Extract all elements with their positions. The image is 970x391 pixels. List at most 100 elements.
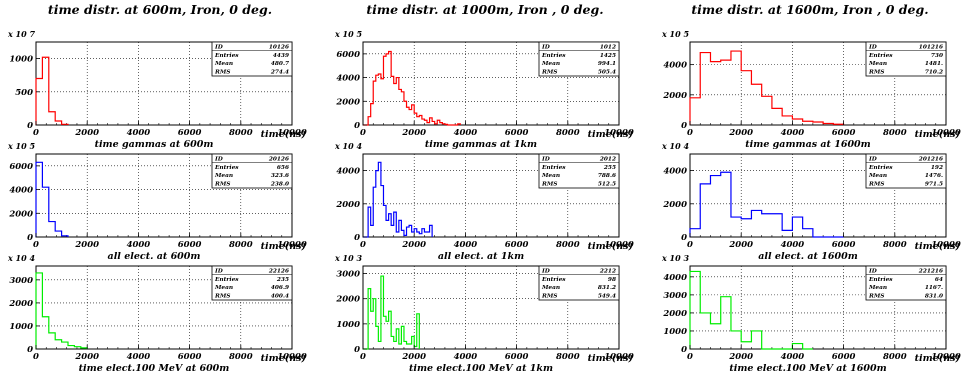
y-exponent-label: x 10 3 (334, 253, 362, 263)
stats-key-mean: Mean (868, 285, 887, 291)
stats-key-mean: Mean (214, 61, 233, 67)
stats-value-mean: 1481. (925, 61, 943, 67)
x-unit-label: time(ns) (588, 241, 633, 252)
stats-value-rms: 971.5 (925, 181, 943, 187)
x-axis-label: all elect. at 1600m (758, 251, 858, 262)
stats-key-mean: Mean (541, 285, 560, 291)
stats-key-rms: RMS (868, 69, 884, 75)
x-tick-label: 6000 (505, 352, 529, 362)
stats-key-rms: RMS (541, 69, 557, 75)
x-tick-label: 2000 (74, 352, 99, 362)
y-tick-label: 2000 (8, 299, 33, 309)
stats-key-rms: RMS (868, 293, 884, 299)
stats-value-id: 2212 (599, 269, 616, 275)
x-tick-label: 4000 (454, 128, 478, 138)
y-exponent-label: x 10 3 (661, 253, 689, 263)
stats-key-id: ID (541, 269, 550, 275)
histogram-panel-0: 0 2000 4000 6000 8000 10000 0 500 1000 x 10 7 time… (7, 29, 307, 150)
stats-value-rms: 512.5 (598, 181, 616, 187)
y-tick-label: 0 (27, 345, 33, 355)
stats-value-id: 2012 (599, 157, 616, 163)
x-tick-label: 2000 (728, 240, 753, 250)
x-tick-label: 4000 (781, 128, 805, 138)
x-tick-label: 2000 (74, 240, 99, 250)
y-tick-label: 2000 (662, 200, 687, 210)
histogram-panel-6: 0 2000 4000 6000 8000 10000 0 1000 2000 3000 x 10 … (7, 253, 307, 374)
x-axis-label: all elect. at 1km (438, 251, 524, 262)
y-tick-label: 0 (27, 233, 33, 243)
histogram-series (35, 161, 69, 237)
stats-value-rms: 238.0 (270, 181, 289, 187)
histogram-series (363, 275, 420, 350)
histogram-series (689, 50, 845, 125)
x-tick-label: 2000 (728, 128, 753, 138)
x-axis-label: time elect.100 MeV at 1km (409, 363, 553, 374)
x-tick-label: 10000 (604, 352, 634, 362)
stats-box-frame (211, 153, 293, 189)
y-tick-label: 4000 (336, 74, 360, 84)
stats-box: ID 2212 Entries 98 Mean 831.2 RMS 549.4 (538, 265, 620, 301)
y-tick-label: 0 (354, 121, 360, 131)
column-title-600m: time distr. at 600m, Iron, 0 deg. (47, 2, 273, 17)
x-tick-label: 0 (33, 240, 39, 250)
column-title-1600m: time distr. at 1600m, Iron , 0 deg. (691, 2, 929, 17)
x-tick-label: 8000 (229, 352, 253, 362)
histogram-series (363, 50, 461, 126)
stats-value-mean: 480.7 (271, 61, 289, 67)
x-tick-label: 8000 (229, 128, 253, 138)
stats-value-entries: 730 (931, 53, 943, 59)
x-tick-label: 8000 (556, 128, 580, 138)
stats-box: ID 2012 Entries 255 Mean 788.6 RMS 512.5 (538, 153, 620, 189)
stats-value-mean: 994.1 (598, 61, 616, 67)
y-tick-label: 0 (681, 121, 687, 131)
stats-box: ID 101216 Entries 730 Mean 1481. RMS 710.2 (865, 41, 947, 77)
histogram-panel-2: 0 2000 4000 6000 8000 10000 0 2000 4000 x 10 5 tim… (661, 29, 961, 150)
x-unit-label: time(ns) (588, 129, 633, 140)
x-tick-label: 0 (360, 352, 366, 362)
x-unit-label: time(ns) (915, 353, 960, 364)
x-tick-label: 0 (360, 128, 366, 138)
stats-box: ID 10126 Entries 4439 Mean 480.7 RMS 274.4 (211, 41, 293, 77)
x-tick-label: 2000 (728, 352, 753, 362)
y-tick-label: 1000 (336, 320, 360, 330)
y-exponent-label: x 10 4 (661, 141, 689, 151)
x-tick-label: 10000 (931, 352, 961, 362)
x-axis-label: all elect. at 600m (108, 251, 201, 262)
y-exponent-label: x 10 5 (7, 141, 35, 151)
stats-key-entries: Entries (868, 53, 893, 59)
y-exponent-label: x 10 4 (7, 253, 35, 263)
stats-key-entries: Entries (868, 277, 893, 283)
x-unit-label: time(ns) (261, 129, 306, 140)
y-tick-label: 6000 (336, 50, 360, 60)
histogram-panel-4: 0 2000 4000 6000 8000 10000 0 2000 4000 x 10 4 tim… (334, 141, 634, 262)
stats-value-entries: 64 (935, 277, 943, 283)
stats-box-frame (538, 265, 620, 301)
y-tick-label: 4000 (9, 186, 33, 196)
stats-box: ID 20126 Entries 656 Mean 323.6 RMS 238.0 (211, 153, 293, 189)
stats-key-id: ID (868, 157, 877, 163)
stats-value-id: 1012 (600, 45, 616, 51)
stats-value-id: 201216 (918, 157, 943, 163)
y-tick-label: 0 (354, 233, 360, 243)
x-tick-label: 4000 (781, 352, 805, 362)
stats-key-entries: Entries (541, 165, 566, 171)
x-tick-label: 10000 (604, 240, 634, 250)
stats-key-entries: Entries (541, 53, 566, 59)
histogram-panel-8: 0 2000 4000 6000 8000 10000 0 1000 2000 3000 4000 x… (661, 253, 961, 374)
stats-key-mean: Mean (214, 285, 233, 291)
y-tick-label: 2000 (662, 91, 687, 101)
x-tick-label: 4000 (454, 240, 478, 250)
stats-box-frame (211, 265, 293, 301)
x-tick-label: 6000 (832, 240, 856, 250)
stats-value-entries: 4439 (273, 53, 289, 59)
y-tick-label: 3000 (336, 270, 360, 280)
stats-key-rms: RMS (214, 181, 230, 187)
stats-value-mean: 831.2 (598, 285, 616, 291)
stats-value-entries: 656 (277, 165, 289, 171)
x-tick-label: 8000 (883, 240, 907, 250)
plot-frame (362, 153, 620, 238)
stats-box: ID 221216 Entries 64 Mean 1167. RMS 831.0 (865, 265, 947, 301)
x-tick-label: 10000 (277, 352, 307, 362)
stats-key-rms: RMS (541, 181, 557, 187)
x-tick-label: 6000 (505, 240, 529, 250)
